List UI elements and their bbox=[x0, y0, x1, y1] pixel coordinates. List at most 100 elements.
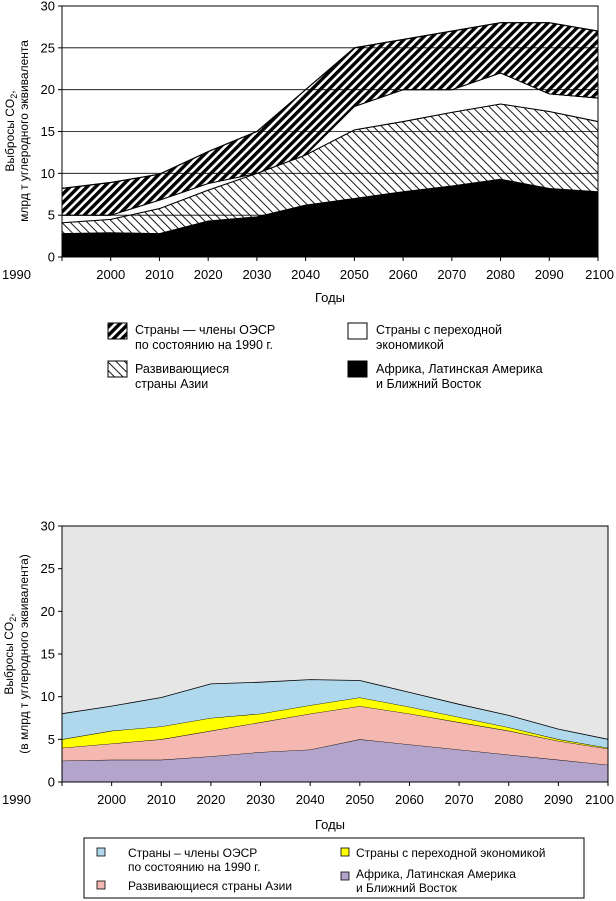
chart1-x-tick-label: 2080 bbox=[486, 267, 515, 282]
chart2-x-tick-label: 2030 bbox=[246, 792, 275, 807]
chart2-y-tick-label: 0 bbox=[48, 775, 55, 790]
chart1-line-oecd bbox=[61, 22, 599, 189]
chart2-y-axis-subtitle: (в млрд т углеродного эквивалента) bbox=[17, 554, 31, 754]
chart1-legend-label-oecd: Страны — члены ОЭСР bbox=[135, 323, 275, 337]
chart1-x-tick-label: 2010 bbox=[145, 267, 174, 282]
chart1-x-tick-label: 2050 bbox=[340, 267, 369, 282]
chart2-y-tick-label: 15 bbox=[41, 647, 55, 662]
chart-emissions-colored: 0 5 10 15 20 25 30 1990 2000 2010 2020 2030 2040 205… bbox=[2, 519, 614, 899]
chart2-y-axis-title-comma: , bbox=[2, 613, 16, 616]
chart1-legend-label-asia-2: страны Азии bbox=[135, 377, 208, 391]
chart2-y-tick-label: 20 bbox=[41, 604, 55, 619]
chart1-legend-item-transition: Страны с переходной экономикой bbox=[347, 322, 502, 352]
chart1-y-axis-title: Выбросы CO2, bbox=[3, 90, 19, 171]
chart1-x-tick-label: 2000 bbox=[96, 267, 125, 282]
chart1-legend-label-africa-2: и Ближний Восток bbox=[376, 377, 482, 391]
chart2-areas bbox=[61, 679, 609, 782]
chart2-area-oecd bbox=[62, 679, 608, 748]
chart1-x-ticks: 1990 2000 2010 2020 2030 2040 2050 2060 2070 2080… bbox=[2, 257, 614, 282]
chart2-legend-item-africa: Африка, Латинская Америка и Ближний Вост… bbox=[340, 867, 516, 895]
chart2-x-tick-label: 2060 bbox=[395, 792, 424, 807]
chart1-x-axis-title: Годы bbox=[315, 290, 345, 305]
chart1-y-tick-label: 15 bbox=[41, 124, 55, 139]
chart1-legend-label-transition-2: экономикой bbox=[376, 338, 444, 352]
chart1-legend-swatch-oecd bbox=[107, 322, 128, 340]
chart2-legend-label-transition: Страны с переходной экономикой bbox=[356, 846, 546, 860]
chart2-area-asia bbox=[62, 706, 608, 765]
chart1-legend-label-asia: Развивающиеся bbox=[135, 362, 229, 376]
chart2-area-africa bbox=[62, 739, 608, 782]
chart2-x-axis-title: Годы bbox=[315, 817, 345, 832]
chart1-x-tick-label: 2020 bbox=[194, 267, 223, 282]
chart2-legend-label-africa: Африка, Латинская Америка bbox=[356, 867, 516, 881]
chart2-y-tick-label: 25 bbox=[41, 561, 55, 576]
chart2-x-ticks: 1990 2000 2010 2020 2030 2040 2050 2060 2070 2080… bbox=[2, 782, 614, 807]
chart2-x-tick-label: 2100 bbox=[585, 792, 614, 807]
chart2-x-tick-label: 2070 bbox=[445, 792, 474, 807]
chart2-x-tick-label: 2040 bbox=[296, 792, 325, 807]
chart1-x-tick-label: 2060 bbox=[389, 267, 418, 282]
chart1-y-tick-label: 5 bbox=[48, 208, 55, 223]
chart1-legend-label-transition: Страны с переходной bbox=[376, 323, 502, 337]
chart1-y-axis-title-main: Выбросы CO bbox=[3, 99, 17, 172]
chart2-legend-label-asia: Развивающиеся страны Азии bbox=[128, 879, 292, 893]
chart1-legend-label-africa: Африка, Латинская Америка bbox=[376, 362, 543, 376]
chart1-y-axis-title-subscript: 2 bbox=[9, 94, 19, 99]
chart2-x-tick-label: 2090 bbox=[544, 792, 573, 807]
chart2-line-oecd bbox=[61, 679, 609, 740]
chart2-x-tick-label: 2080 bbox=[494, 792, 523, 807]
chart1-grid bbox=[62, 47, 598, 216]
chart1-y-tick-label: 20 bbox=[41, 82, 55, 97]
chart1-x-tick-label: 2100 bbox=[585, 267, 614, 282]
chart1-legend-swatch-transition bbox=[347, 322, 368, 340]
chart1-y-ticks: 0 5 10 15 20 25 30 bbox=[41, 0, 62, 265]
chart2-x-tick-label: 2020 bbox=[196, 792, 225, 807]
chart2-x-tick-label: 1990 bbox=[2, 792, 31, 807]
chart1-y-tick-label: 25 bbox=[41, 40, 55, 55]
chart-emissions-hatched: 0 5 10 15 20 25 30 1990 2000 2010 2020 2030 2040 205… bbox=[2, 0, 614, 391]
chart2-y-tick-label: 10 bbox=[41, 689, 55, 704]
chart2-legend-item-transition: Страны с переходной экономикой bbox=[340, 846, 546, 860]
chart1-legend-item-oecd: Страны — члены ОЭСР по состоянию на 1990… bbox=[107, 322, 275, 352]
chart1-legend-item-africa: Африка, Латинская Америка и Ближний Вост… bbox=[347, 360, 543, 391]
chart2-legend-label-oecd-2: по состоянию на 1990 г. bbox=[128, 860, 260, 874]
chart1-x-tick-label: 2040 bbox=[291, 267, 320, 282]
chart2-legend-item-oecd: Страны – члены ОЭСР по состоянию на 1990… bbox=[96, 846, 260, 874]
chart1-areas bbox=[61, 22, 599, 258]
chart2-y-tick-label: 30 bbox=[41, 519, 55, 534]
chart1-legend: Страны — члены ОЭСР по состоянию на 1990… bbox=[107, 322, 543, 391]
chart2-legend: Страны – члены ОЭСР по состоянию на 1990… bbox=[83, 837, 585, 899]
chart2-y-axis-title-main: Выбросы CO bbox=[2, 622, 16, 695]
chart2-line-asia bbox=[61, 705, 609, 750]
chart2-legend-swatch-transition bbox=[340, 847, 350, 857]
chart2-y-axis-title-subscript: 2 bbox=[8, 617, 18, 622]
chart2-area-transition bbox=[62, 697, 608, 749]
chart1-y-tick-label: 0 bbox=[48, 250, 55, 265]
chart2-x-tick-label: 2050 bbox=[345, 792, 374, 807]
chart2-x-tick-label: 2010 bbox=[147, 792, 176, 807]
chart1-x-tick-label: 2090 bbox=[535, 267, 564, 282]
chart1-legend-item-asia: Развивающиеся страны Азии bbox=[107, 360, 229, 391]
chart1-x-tick-label: 2070 bbox=[437, 267, 466, 282]
chart2-y-ticks: 0 5 10 15 20 25 30 bbox=[41, 519, 62, 790]
chart2-legend-frame bbox=[83, 837, 585, 899]
chart2-legend-swatch-oecd bbox=[96, 847, 106, 857]
chart2-legend-swatch-asia bbox=[96, 880, 106, 890]
chart2-legend-label-africa-2: и Ближний Восток bbox=[356, 881, 458, 895]
chart2-legend-swatch-africa bbox=[340, 871, 350, 881]
chart1-y-axis-subtitle: млрд т углеродного эквивалента bbox=[17, 40, 31, 222]
chart2-x-tick-label: 2000 bbox=[97, 792, 126, 807]
chart1-legend-label-oecd-2: по состоянию на 1990 г. bbox=[135, 338, 273, 352]
chart1-legend-swatch-asia bbox=[107, 360, 128, 378]
chart1-x-tick-label: 2030 bbox=[242, 267, 271, 282]
chart1-y-axis-title-comma: , bbox=[3, 90, 17, 93]
chart2-y-tick-label: 5 bbox=[48, 732, 55, 747]
chart1-legend-swatch-africa bbox=[347, 360, 368, 378]
chart2-legend-label-oecd: Страны – члены ОЭСР bbox=[128, 846, 257, 860]
chart2-legend-item-asia: Развивающиеся страны Азии bbox=[96, 879, 292, 893]
chart1-y-tick-label: 10 bbox=[41, 166, 55, 181]
chart1-x-tick-label: 1990 bbox=[2, 267, 31, 282]
chart1-y-tick-label: 30 bbox=[41, 0, 55, 14]
chart2-y-axis-title: Выбросы CO2, bbox=[2, 613, 18, 694]
